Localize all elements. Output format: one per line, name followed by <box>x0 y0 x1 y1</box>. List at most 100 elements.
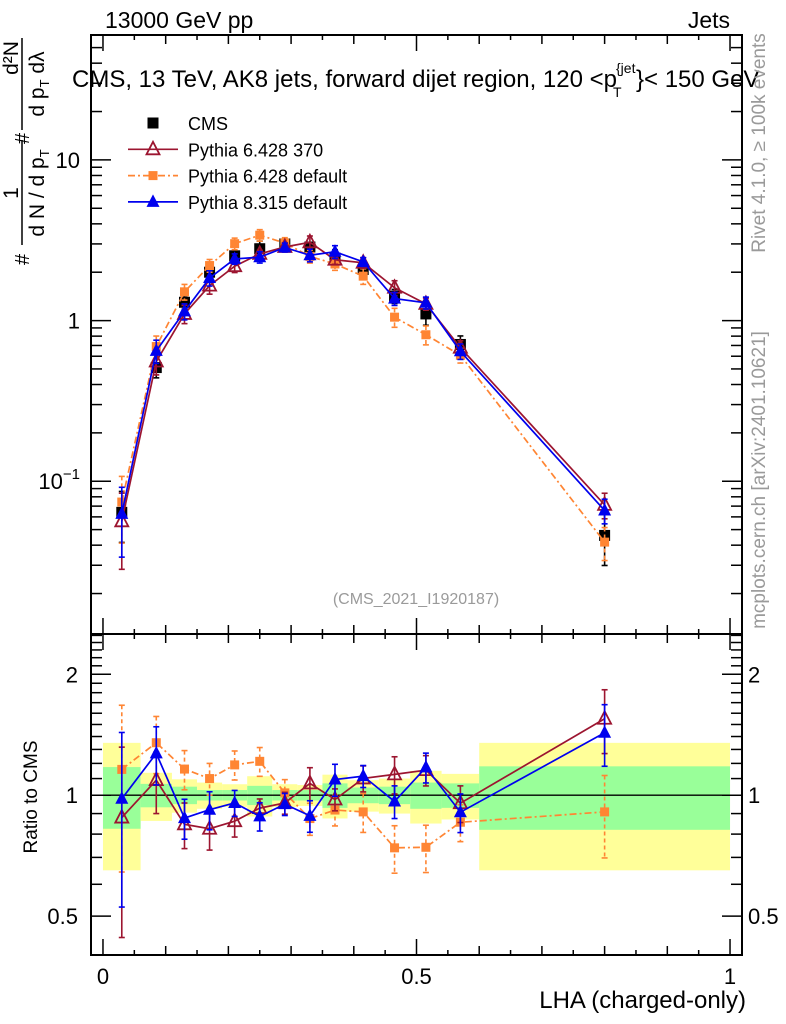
legend-marker <box>145 139 161 156</box>
series-py8-default-point <box>278 239 292 253</box>
main-series-group <box>113 228 613 571</box>
ratio-series-py8-default-point <box>388 793 402 807</box>
ratio-series-py8-default <box>115 703 612 908</box>
series-cms-point <box>178 296 190 308</box>
ratio-series-py8-default-point <box>115 791 129 804</box>
rivet-version-label: Rivet 4.1.0, ≥ 100k events <box>749 33 770 253</box>
header-category-label: Jets <box>688 7 730 33</box>
ratio-series-py6-default-point <box>600 807 610 817</box>
ratio-series-py8-default-point <box>253 808 267 822</box>
series-py6-default-point <box>255 230 265 240</box>
ratio-series-py6-default-point <box>390 843 400 853</box>
series-py6-default-point <box>421 330 431 340</box>
ylabel-denominator: d N / d pT <box>26 149 52 236</box>
legend-entry-py6-370: Pythia 6.428 370 <box>128 139 323 160</box>
x-tick-label: 0 <box>97 964 109 989</box>
ratio-series-py8-default-error-bar <box>118 731 125 908</box>
axes-group <box>90 34 743 956</box>
analysis-id-label: (CMS_2021_I1920187) <box>333 591 499 608</box>
series-py8-default-point <box>177 303 191 317</box>
ratio-series-py8-default-line <box>121 732 606 820</box>
legend-label: Pythia 6.428 370 <box>188 140 323 160</box>
y-tick-label: 10 <box>56 148 80 173</box>
series-py6-default-point <box>179 287 189 297</box>
y-tick-label: 10−1 <box>38 466 80 494</box>
series-py6-default-point <box>230 239 240 249</box>
series-py8-default-error-bar <box>118 486 125 558</box>
series-py8-default-line <box>120 246 606 514</box>
title-subscript: T <box>613 84 622 100</box>
ylabel-hash: # <box>12 253 34 265</box>
x-axis-label: LHA (charged-only) <box>539 987 746 1014</box>
series-py8-default-point <box>419 295 433 308</box>
header-energy-label: 13000 GeV pp <box>105 7 253 33</box>
series-py6-370-point <box>148 352 165 368</box>
ratio-series-py8-default-point <box>453 804 467 818</box>
series-py8-default-point <box>303 247 317 261</box>
series-py6-default-point <box>390 312 400 322</box>
legend: CMS Pythia 6.428 370 Pythia 6.428 default P… <box>128 114 347 213</box>
legend-marker <box>146 194 160 207</box>
series-py8-default-point <box>149 343 163 356</box>
mcplots-source-label: mcplots.cern.ch [arXiv:2401.10621] <box>749 331 770 629</box>
ratio-series-py6-370-point <box>301 773 318 790</box>
ratio-y-tick-label-left: 0.5 <box>47 904 78 929</box>
ratio-series-py6-370-point <box>386 764 403 781</box>
ratio-series-py6-default-point <box>230 760 240 770</box>
ratio-y-tick-label-left: 2 <box>66 662 78 687</box>
series-py8-default-point <box>598 502 612 516</box>
main-y-axis-label: # 1 d N / d pT # d²N d pT dλ <box>0 38 52 265</box>
ratio-series-py8-default-point <box>149 745 163 759</box>
ratio-series-py8-default-point <box>177 810 191 824</box>
series-py8-default-point <box>356 254 370 267</box>
ratio-series-py8-default-point <box>303 808 317 821</box>
ratio-y-tick-label-right: 0.5 <box>748 904 779 929</box>
legend-entry-cms: CMS <box>147 114 228 134</box>
ratio-series-py6-default-point <box>255 756 265 766</box>
legend-label: Pythia 6.428 default <box>188 167 347 187</box>
legend-entry-py8-default: Pythia 8.315 default <box>128 193 347 213</box>
ratio-series-py8-default-point <box>203 802 217 815</box>
ratio-series-py8-default-point <box>419 759 433 773</box>
ratio-y-tick-label-left: 1 <box>66 783 78 808</box>
plot-title: CMS, 13 TeV, AK8 jets, forward dijet reg… <box>72 60 759 100</box>
series-py8-default-point <box>328 244 342 257</box>
series-py8-default-point <box>253 249 267 263</box>
series-py6-default-point <box>600 537 610 547</box>
ratio-series-py6-default-point <box>421 842 431 852</box>
ylabel-hash: # <box>12 132 34 144</box>
ratio-series-py6-default-error-bar <box>601 774 608 859</box>
series-py8-default-point <box>115 506 129 519</box>
title-superscript: {jet <box>616 60 636 76</box>
ratio-y-tick-label-right: 2 <box>748 662 760 687</box>
ratio-series-py8-default-point <box>278 796 292 810</box>
tick-labels-group: 0 0.5 1 10−1 1 10 0.5 0.5 1 1 2 2 <box>38 148 778 989</box>
ratio-series-py6-default-error-bar <box>360 792 367 834</box>
series-py8-default-point <box>203 270 217 284</box>
legend-label: Pythia 8.315 default <box>188 193 347 213</box>
legend-label: CMS <box>188 114 228 134</box>
ratio-series-py8-default-point <box>228 795 242 808</box>
x-tick-label: 1 <box>724 964 736 989</box>
ratio-series-py8-default-point <box>328 772 342 785</box>
ratio-series-py6-370-point <box>327 790 343 806</box>
series-py6-default-point <box>358 271 368 281</box>
ylabel-denominator: d pT dλ <box>26 51 52 117</box>
ratio-series-py8-default-point <box>598 725 612 738</box>
legend-marker <box>147 117 159 129</box>
series-cms-point <box>254 243 266 255</box>
legend-entry-py6-default: Pythia 6.428 default <box>128 167 347 187</box>
ratio-series-py6-default-point <box>358 807 368 817</box>
ratio-series-group <box>113 688 613 939</box>
series-py8-default-point <box>228 251 242 264</box>
series-py6-370-point <box>226 256 243 273</box>
series-py8-default <box>115 239 612 558</box>
series-py6-370-line <box>120 241 606 522</box>
title-suffix: }< 150 GeV <box>636 66 759 93</box>
title-text: CMS, 13 TeV, AK8 jets, forward dijet reg… <box>72 66 617 93</box>
series-py6-370-point <box>301 232 318 249</box>
ylabel-numerator: d²N <box>0 41 23 75</box>
series-cms-point <box>420 308 432 320</box>
series-py8-default-point <box>453 343 467 357</box>
